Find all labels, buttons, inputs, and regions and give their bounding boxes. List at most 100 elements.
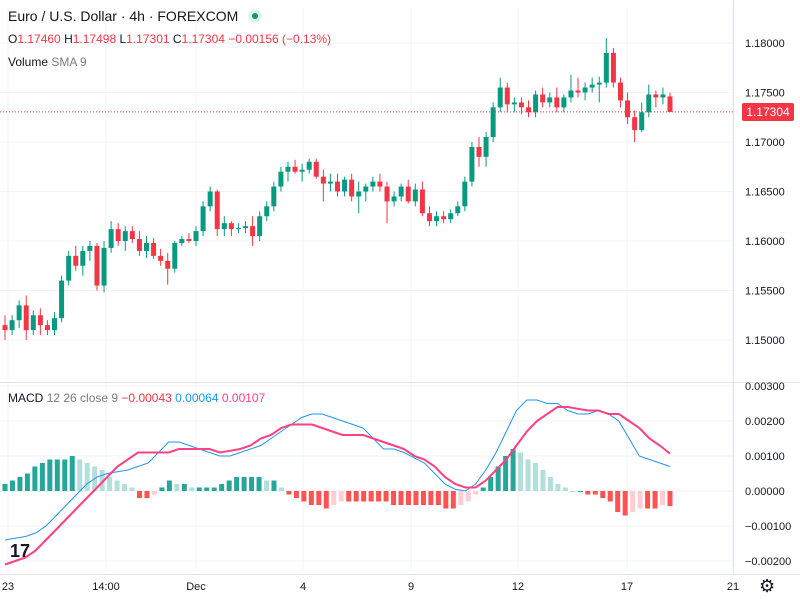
candle	[207, 186, 213, 212]
candle	[9, 315, 15, 336]
candle-body	[306, 161, 312, 170]
candle-body	[568, 90, 574, 98]
candle-body	[299, 169, 305, 172]
candle	[122, 226, 128, 251]
candle-body	[271, 186, 277, 207]
macd-histogram-bar	[316, 491, 322, 505]
macd-histogram-bar	[249, 477, 255, 491]
candle-body	[589, 84, 595, 88]
candle	[23, 295, 29, 340]
macd-histogram-bar	[458, 491, 464, 505]
candle-body	[462, 181, 468, 207]
macd-histogram-bar	[645, 491, 651, 509]
candle-body	[646, 94, 652, 113]
candle	[384, 181, 390, 224]
candle	[313, 158, 319, 179]
candle-body	[214, 191, 220, 230]
time-axis: 23 14:00 Dec 4 9 12 17 21	[2, 581, 739, 593]
candle	[306, 158, 312, 174]
gear-icon[interactable]: ⚙	[759, 576, 776, 596]
candle-body	[356, 191, 362, 197]
macd-histogram-bar	[323, 491, 329, 509]
open-label: O	[8, 32, 18, 46]
candle	[462, 176, 468, 212]
candle-body	[186, 239, 192, 241]
candle	[214, 189, 220, 237]
macd-histogram-bar	[62, 459, 68, 491]
candle-body	[596, 82, 602, 85]
candle	[434, 211, 440, 227]
candle-body	[264, 206, 270, 217]
macd-signal-value: 0.00107	[221, 391, 266, 405]
candle-body	[603, 52, 609, 83]
macd-legend[interactable]: MACD 12 26 close 9 −0.00043 0.00064 0.00…	[8, 391, 265, 405]
candle-body	[582, 87, 588, 93]
candle-body	[16, 305, 22, 321]
candle	[221, 216, 227, 237]
macd-histogram-bar	[308, 491, 314, 505]
candle	[476, 137, 482, 167]
macd-histogram-bar	[368, 491, 374, 502]
candle-body	[349, 179, 355, 197]
candle	[504, 82, 510, 113]
macd-tick-label: 0.00100	[745, 451, 785, 463]
macd-histogram-bar	[518, 452, 524, 491]
macd-histogram-bar	[637, 491, 643, 509]
macd-histogram-bar	[420, 491, 426, 505]
macd-histogram-bar	[630, 491, 636, 512]
candle	[235, 223, 241, 234]
candle	[554, 87, 560, 113]
macd-histogram-bar	[286, 491, 292, 495]
macd-histogram-bar	[525, 459, 531, 491]
candle	[448, 209, 454, 224]
candle	[165, 252, 171, 285]
macd-histogram-bar	[17, 477, 23, 491]
candle-body	[101, 247, 107, 286]
candle	[94, 242, 100, 291]
candle	[511, 97, 517, 113]
macd-histogram-bar	[391, 491, 397, 505]
volume-legend[interactable]: Volume SMA 9	[8, 55, 87, 69]
candle	[108, 221, 114, 253]
macd-histogram-bar	[480, 487, 486, 491]
candle-body	[108, 229, 114, 248]
macd-histogram-bar	[398, 491, 404, 505]
candle-body	[179, 239, 185, 243]
macd-histogram-bar	[2, 484, 8, 491]
candle-body	[87, 245, 93, 251]
candle	[610, 47, 616, 88]
macd-histogram-bar	[47, 459, 53, 491]
price-tick-label: 1.17500	[745, 88, 785, 100]
tradingview-logo[interactable]: 17	[10, 541, 31, 561]
candle	[363, 183, 369, 202]
macd-line-value: 0.00064	[175, 391, 219, 405]
candle-body	[235, 228, 241, 230]
candle	[412, 183, 418, 207]
candle	[547, 92, 553, 108]
candle	[405, 179, 411, 204]
candle-body	[497, 87, 503, 108]
macd-tick-label: −0.00200	[745, 556, 791, 568]
macd-histogram-bar	[555, 484, 561, 491]
macd-histogram-bar	[570, 491, 576, 492]
macd-histogram-bar	[353, 491, 359, 502]
candle-body	[129, 231, 135, 240]
candle	[533, 90, 539, 118]
macd-histogram-bar	[24, 473, 30, 491]
candle-body	[405, 186, 411, 202]
candle	[469, 142, 475, 187]
candle	[426, 206, 432, 227]
macd-histogram-bar	[510, 449, 516, 491]
macd-tick-label: −0.00100	[745, 521, 791, 533]
macd-histogram-bar	[562, 487, 568, 491]
candle-body	[547, 97, 553, 103]
candle	[80, 245, 86, 276]
candle-body	[172, 242, 178, 269]
candle	[243, 221, 249, 234]
candle-body	[313, 161, 319, 177]
symbol-legend[interactable]: Euro / U.S. Dollar · 4h · FOREXCOM	[8, 8, 263, 24]
candle-body	[632, 117, 638, 131]
candle-body	[398, 186, 404, 197]
candle-body	[483, 137, 489, 157]
